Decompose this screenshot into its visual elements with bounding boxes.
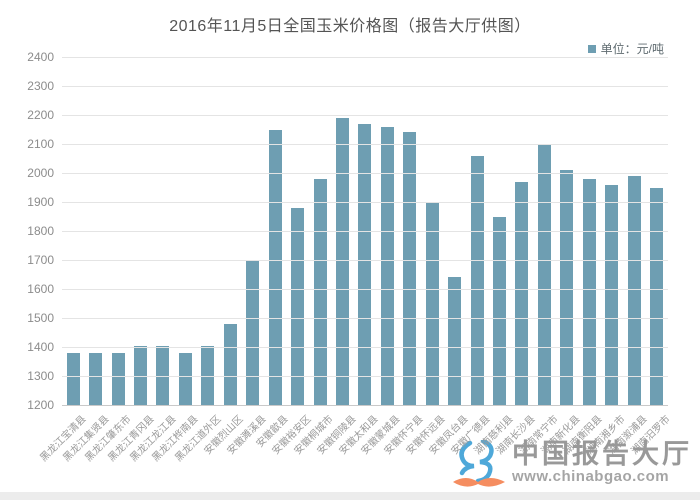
grid-line bbox=[62, 144, 668, 145]
watermark-site-url: www.chinabgao.com bbox=[512, 468, 670, 486]
grid-line bbox=[62, 57, 668, 58]
bar bbox=[605, 184, 619, 405]
bar bbox=[560, 170, 574, 405]
watermark-text: 中国报告大厅 www.chinabgao.com bbox=[512, 439, 692, 486]
bar bbox=[223, 323, 237, 405]
bar bbox=[291, 207, 305, 405]
bar-slot bbox=[645, 57, 667, 405]
bar-slot bbox=[443, 57, 465, 405]
bar bbox=[89, 352, 103, 405]
bar bbox=[313, 178, 327, 405]
bar bbox=[448, 277, 462, 405]
bar-slot bbox=[264, 57, 286, 405]
y-axis-label: 2400 bbox=[27, 50, 54, 64]
bar bbox=[156, 345, 170, 405]
bar-slot bbox=[286, 57, 308, 405]
bar bbox=[515, 181, 529, 405]
bar-slot bbox=[533, 57, 555, 405]
bar-slot bbox=[556, 57, 578, 405]
grid-line bbox=[62, 231, 668, 232]
y-axis-label: 1500 bbox=[27, 311, 54, 325]
bar bbox=[493, 216, 507, 405]
y-axis-label: 1800 bbox=[27, 224, 54, 238]
bar-slot bbox=[84, 57, 106, 405]
bar-slot bbox=[466, 57, 488, 405]
legend-label: 单位：元/吨 bbox=[600, 42, 664, 56]
bar bbox=[358, 123, 372, 405]
grid-line bbox=[62, 376, 668, 377]
chinabgao-logo-icon bbox=[453, 440, 505, 487]
bar-slot bbox=[601, 57, 623, 405]
bar-slot bbox=[309, 57, 331, 405]
bar bbox=[627, 175, 641, 405]
footer-strip bbox=[0, 492, 700, 500]
grid-line bbox=[62, 260, 668, 261]
plot-area bbox=[62, 57, 668, 406]
y-axis-label: 1600 bbox=[27, 282, 54, 296]
bar-slot bbox=[62, 57, 84, 405]
legend-marker-icon bbox=[587, 44, 596, 53]
grid-line bbox=[62, 405, 668, 406]
grid-line bbox=[62, 202, 668, 203]
legend: 单位：元/吨 bbox=[587, 40, 664, 57]
bar bbox=[537, 144, 551, 405]
bar-slot bbox=[488, 57, 510, 405]
bar-slot bbox=[174, 57, 196, 405]
bar-slot bbox=[219, 57, 241, 405]
grid-line bbox=[62, 173, 668, 174]
bar bbox=[246, 260, 260, 405]
bar bbox=[380, 126, 394, 405]
bar-slot bbox=[129, 57, 151, 405]
y-axis-label: 1400 bbox=[27, 340, 54, 354]
grid-line bbox=[62, 289, 668, 290]
y-axis-label: 1300 bbox=[27, 369, 54, 383]
bar-slot bbox=[107, 57, 129, 405]
grid-line bbox=[62, 115, 668, 116]
bar-slot bbox=[421, 57, 443, 405]
y-axis-label: 1700 bbox=[27, 253, 54, 267]
y-axis-label: 2000 bbox=[27, 166, 54, 180]
bar bbox=[134, 345, 148, 405]
bar-slot bbox=[197, 57, 219, 405]
bar-slot bbox=[242, 57, 264, 405]
bar bbox=[335, 117, 349, 405]
bar-series bbox=[62, 57, 668, 405]
bar bbox=[66, 352, 80, 405]
bar bbox=[201, 345, 215, 405]
chart-title: 2016年11月5日全国玉米价格图（报告大厅供图） bbox=[169, 18, 531, 35]
bar bbox=[582, 178, 596, 405]
y-axis-label: 2200 bbox=[27, 108, 54, 122]
grid-line bbox=[62, 318, 668, 319]
bar bbox=[403, 132, 417, 405]
bar-slot bbox=[399, 57, 421, 405]
bar-slot bbox=[152, 57, 174, 405]
bar-slot bbox=[354, 57, 376, 405]
bar-slot bbox=[578, 57, 600, 405]
y-axis-label: 2300 bbox=[27, 79, 54, 93]
bar-slot bbox=[511, 57, 533, 405]
y-axis-label: 1200 bbox=[27, 398, 54, 412]
y-axis-label: 1900 bbox=[27, 195, 54, 209]
grid-line bbox=[62, 86, 668, 87]
bar bbox=[178, 352, 192, 405]
grid-line bbox=[62, 347, 668, 348]
bar bbox=[650, 187, 664, 405]
bar-slot bbox=[376, 57, 398, 405]
watermark: 中国报告大厅 www.chinabgao.com bbox=[450, 440, 692, 492]
watermark-site-name: 中国报告大厅 bbox=[512, 439, 692, 469]
bar bbox=[425, 202, 439, 405]
y-axis-label: 2100 bbox=[27, 137, 54, 151]
bar-slot bbox=[331, 57, 353, 405]
bar bbox=[111, 352, 125, 405]
bar bbox=[268, 129, 282, 405]
bar bbox=[470, 155, 484, 405]
